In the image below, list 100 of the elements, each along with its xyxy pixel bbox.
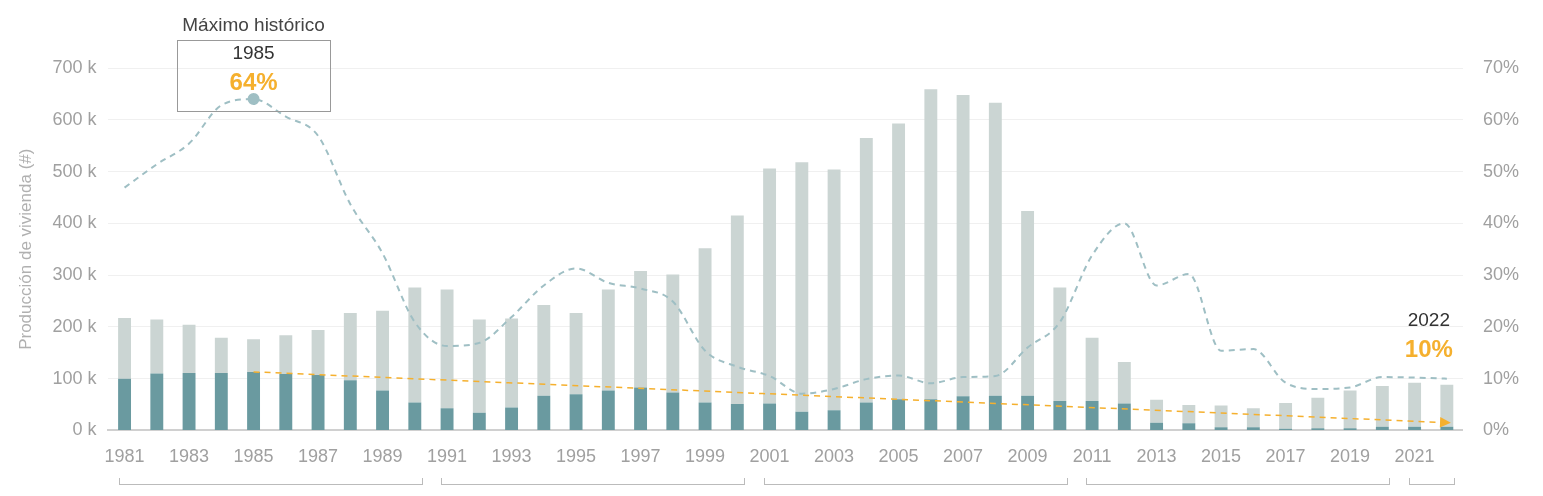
y-tick-label: 500 k xyxy=(52,160,98,181)
y2-tick-label: 0% xyxy=(1482,419,1509,440)
y2-tick-label: 70% xyxy=(1482,56,1519,77)
bar xyxy=(763,403,777,430)
bar xyxy=(1182,423,1196,430)
bar xyxy=(1085,337,1099,401)
annotation: 64% xyxy=(229,68,278,96)
bar xyxy=(988,395,1002,430)
annotation: 2022 xyxy=(1407,308,1450,331)
bar xyxy=(795,411,809,430)
bar xyxy=(763,168,777,404)
bar xyxy=(1150,399,1164,423)
bar xyxy=(1021,395,1035,430)
bar xyxy=(1246,427,1260,430)
text: Máximo histórico xyxy=(182,14,325,36)
y2-tick-label: 30% xyxy=(1482,264,1519,285)
bar xyxy=(440,408,454,430)
annotation: 10% xyxy=(1404,334,1453,363)
y-axis-title: Producción de vivienda (#) xyxy=(15,148,35,350)
text: 1985 xyxy=(232,42,275,64)
bar xyxy=(118,378,132,430)
y-tick-label: 600 k xyxy=(52,108,98,129)
x-tick-label: 2005 xyxy=(878,446,919,467)
bar xyxy=(1214,405,1228,428)
bar xyxy=(182,372,196,430)
bar xyxy=(1408,382,1422,427)
y2-tick-label: 40% xyxy=(1482,212,1519,233)
x-tick-label: 1991 xyxy=(427,446,468,467)
y-tick-label: 400 k xyxy=(52,212,98,233)
x-tick-label: 1983 xyxy=(169,446,210,467)
bar xyxy=(569,312,583,395)
y2-tick-label: 20% xyxy=(1482,315,1519,336)
bar xyxy=(1182,405,1196,424)
x-tick-label: 2013 xyxy=(1136,446,1177,467)
bar xyxy=(537,305,551,396)
bar xyxy=(408,402,422,430)
bar xyxy=(150,319,164,374)
bar xyxy=(795,162,809,412)
y-tick-label: 0 k xyxy=(72,419,98,440)
x-tick-label: 2003 xyxy=(814,446,855,467)
bar xyxy=(150,373,164,430)
bar xyxy=(505,318,519,408)
bar xyxy=(634,387,648,430)
bar xyxy=(666,274,680,393)
x-tick-label: 1999 xyxy=(685,446,726,467)
bar xyxy=(569,394,583,430)
bar xyxy=(892,123,906,400)
y-tick-label: 700 k xyxy=(52,56,98,77)
bar xyxy=(537,395,551,430)
y2-tick-label: 10% xyxy=(1482,367,1519,388)
bar xyxy=(1408,426,1422,430)
bar xyxy=(505,407,519,430)
bar xyxy=(279,373,293,430)
bar xyxy=(730,404,744,430)
bar xyxy=(1214,427,1228,430)
bar xyxy=(472,319,486,413)
bar xyxy=(1117,362,1131,404)
x-tick-label: 1995 xyxy=(556,446,597,467)
bar xyxy=(182,324,196,373)
bar xyxy=(1085,400,1099,430)
y2-tick-label: 60% xyxy=(1482,108,1519,129)
bar xyxy=(1246,408,1260,428)
bar xyxy=(1150,422,1164,430)
bar xyxy=(247,371,261,430)
bar xyxy=(408,287,422,403)
x-tick-label: 1985 xyxy=(233,446,274,467)
bar xyxy=(827,410,841,430)
bar xyxy=(924,399,938,430)
bar xyxy=(698,248,712,403)
bar xyxy=(118,318,132,379)
bar xyxy=(827,169,841,411)
bar xyxy=(730,215,744,404)
bar xyxy=(343,380,357,430)
bar xyxy=(247,339,261,372)
bar xyxy=(1117,403,1131,430)
bar xyxy=(892,399,906,430)
x-tick-label: 2001 xyxy=(749,446,790,467)
bar xyxy=(698,402,712,430)
bar xyxy=(666,392,680,430)
x-tick-label: 2015 xyxy=(1201,446,1242,467)
bar xyxy=(1053,287,1067,401)
bar xyxy=(956,94,970,397)
y2-tick-label: 50% xyxy=(1482,160,1519,181)
bar xyxy=(472,412,486,430)
bar xyxy=(279,335,293,374)
bar xyxy=(924,89,938,400)
bar xyxy=(1375,385,1389,427)
y-tick-label: 200 k xyxy=(52,315,98,336)
x-tick-label: 1997 xyxy=(620,446,661,467)
bar xyxy=(859,402,873,430)
x-tick-label: 1981 xyxy=(104,446,145,467)
bar xyxy=(859,137,873,403)
x-tick-label: 2017 xyxy=(1265,446,1306,467)
bar xyxy=(1375,426,1389,430)
x-tick-label: 2011 xyxy=(1072,446,1112,467)
bar xyxy=(956,396,970,430)
x-tick-label: 2021 xyxy=(1394,446,1435,467)
x-tick-label: 1993 xyxy=(491,446,532,467)
bar xyxy=(1311,397,1325,429)
bar xyxy=(376,390,390,430)
